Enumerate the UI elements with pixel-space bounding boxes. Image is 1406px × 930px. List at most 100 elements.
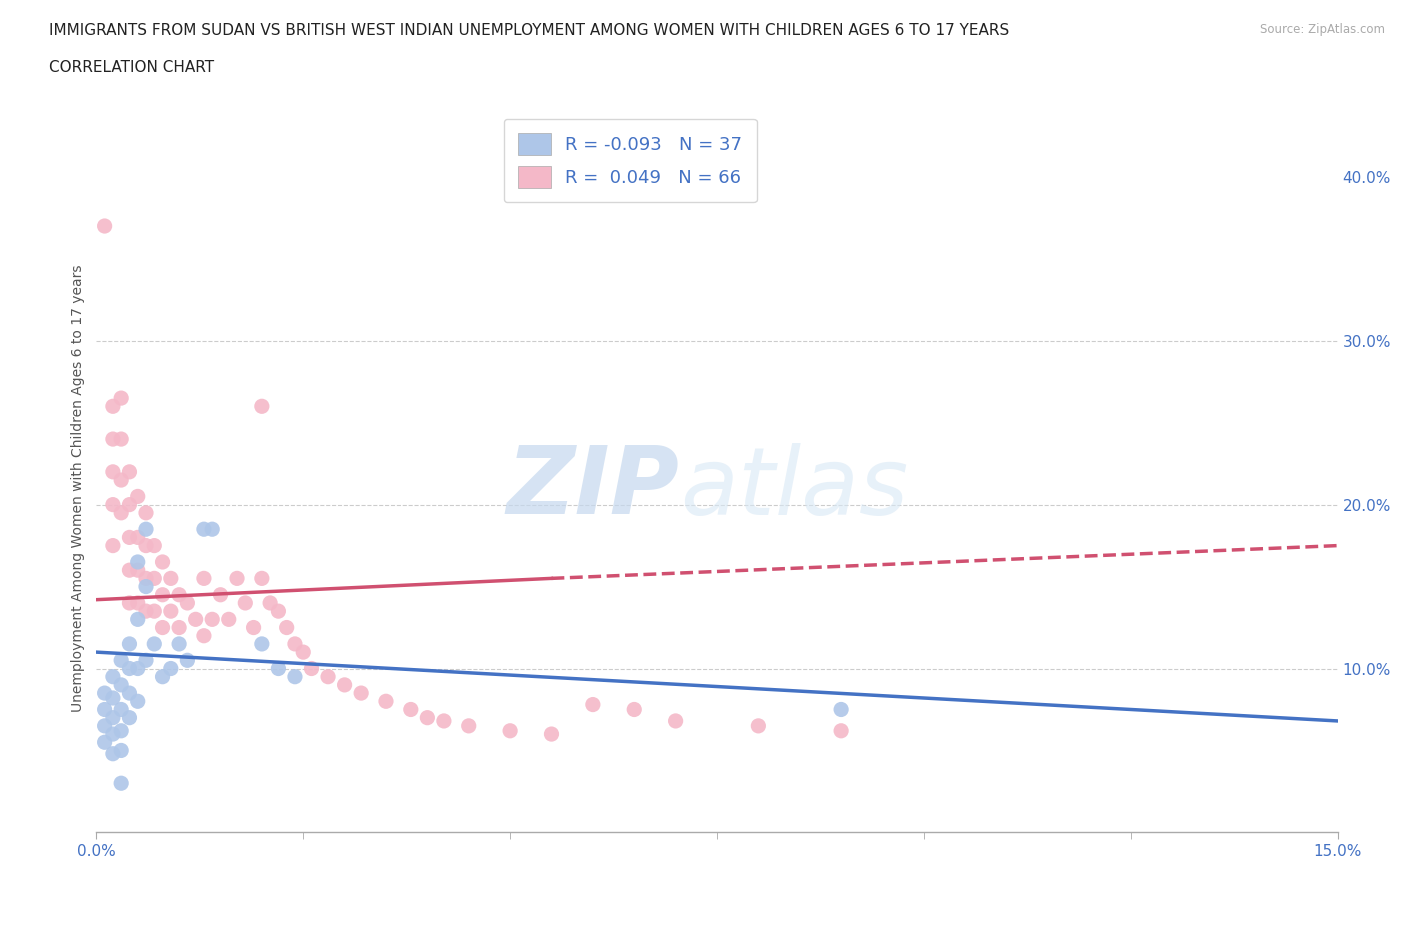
Y-axis label: Unemployment Among Women with Children Ages 6 to 17 years: Unemployment Among Women with Children A… (72, 264, 86, 712)
Point (830, 724, 852, 738)
Point (135, 579, 157, 594)
Point (193, 571, 215, 586)
Point (110, 677, 132, 692)
Point (375, 694, 398, 709)
Point (101, 538, 124, 553)
Text: Source: ZipAtlas.com: Source: ZipAtlas.com (1260, 23, 1385, 36)
Point (135, 505, 157, 520)
Point (93, 219, 115, 233)
Text: atlas: atlas (679, 443, 908, 534)
Point (110, 743, 132, 758)
Point (747, 719, 769, 734)
Point (540, 726, 562, 741)
Point (110, 505, 132, 520)
Point (152, 588, 174, 603)
Point (350, 685, 373, 700)
Point (830, 702, 852, 717)
Point (127, 530, 149, 545)
Point (127, 563, 149, 578)
Point (259, 595, 281, 610)
Point (110, 724, 132, 738)
Point (118, 498, 141, 512)
Point (101, 691, 124, 706)
Point (118, 661, 141, 676)
Point (233, 595, 256, 610)
Point (118, 464, 141, 479)
Text: CORRELATION CHART: CORRELATION CHART (49, 60, 214, 75)
Point (284, 670, 307, 684)
Point (93, 685, 115, 700)
Point (499, 724, 522, 738)
Point (143, 604, 166, 618)
Point (101, 746, 124, 761)
Legend: R = -0.093   N = 37, R =  0.049   N = 66: R = -0.093 N = 37, R = 0.049 N = 66 (503, 119, 756, 203)
Point (433, 713, 456, 728)
Point (135, 522, 157, 537)
Point (416, 711, 439, 725)
Point (135, 571, 157, 586)
Point (110, 653, 132, 668)
Point (93, 719, 115, 734)
Point (284, 636, 307, 651)
Point (93, 702, 115, 717)
Point (101, 670, 124, 684)
Point (127, 694, 149, 709)
Point (110, 432, 132, 446)
Text: IMMIGRANTS FROM SUDAN VS BRITISH WEST INDIAN UNEMPLOYMENT AMONG WOMEN WITH CHILD: IMMIGRANTS FROM SUDAN VS BRITISH WEST IN… (49, 23, 1010, 38)
Point (101, 432, 124, 446)
Point (118, 563, 141, 578)
Point (127, 595, 149, 610)
Point (110, 776, 132, 790)
Point (250, 571, 273, 586)
Point (242, 620, 264, 635)
Point (582, 698, 605, 712)
Point (267, 661, 290, 676)
Point (250, 636, 273, 651)
Point (176, 595, 198, 610)
Point (135, 538, 157, 553)
Point (152, 554, 174, 569)
Point (209, 588, 232, 603)
Point (333, 677, 356, 692)
Point (152, 670, 174, 684)
Point (167, 588, 190, 603)
Point (623, 702, 645, 717)
Point (226, 571, 249, 586)
Point (159, 604, 181, 618)
Point (457, 719, 479, 734)
Point (167, 636, 190, 651)
Point (101, 726, 124, 741)
Point (118, 595, 141, 610)
Point (184, 612, 207, 627)
Point (250, 399, 273, 414)
Point (143, 538, 166, 553)
Point (118, 685, 141, 700)
Point (201, 612, 224, 627)
Point (152, 620, 174, 635)
Point (316, 670, 339, 684)
Point (143, 636, 166, 651)
Text: ZIP: ZIP (508, 443, 679, 534)
Point (127, 612, 149, 627)
Point (176, 653, 198, 668)
Point (101, 711, 124, 725)
Point (665, 713, 688, 728)
Point (267, 604, 290, 618)
Point (127, 554, 149, 569)
Point (127, 489, 149, 504)
Point (399, 702, 422, 717)
Point (159, 571, 181, 586)
Point (135, 653, 157, 668)
Point (135, 604, 157, 618)
Point (193, 629, 215, 644)
Point (110, 391, 132, 405)
Point (118, 636, 141, 651)
Point (118, 711, 141, 725)
Point (110, 472, 132, 487)
Point (101, 399, 124, 414)
Point (101, 464, 124, 479)
Point (292, 644, 315, 659)
Point (127, 661, 149, 676)
Point (110, 702, 132, 717)
Point (193, 522, 215, 537)
